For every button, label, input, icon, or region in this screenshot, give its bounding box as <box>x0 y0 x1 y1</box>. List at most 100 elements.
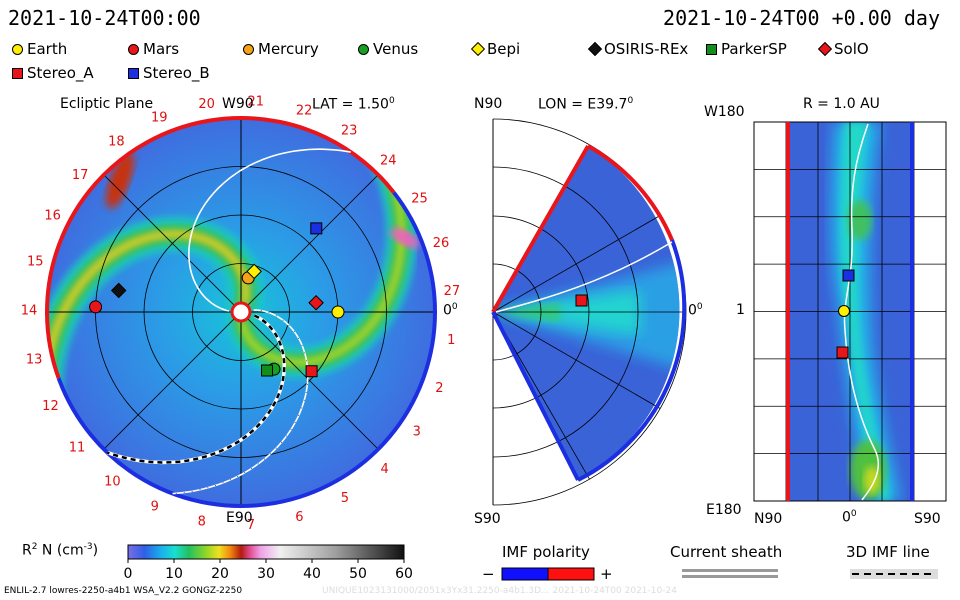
legend-label: Earth <box>27 40 68 58</box>
body-mars <box>89 300 103 314</box>
radial-x-right-label: S90 <box>914 511 941 527</box>
legend-label: Stereo_B <box>143 64 210 82</box>
right-timestamp: 2021-10-24T00 +0.00 day <box>663 6 940 30</box>
radial-mid-left-label: 1 <box>736 302 745 318</box>
legend-label: Mercury <box>258 40 319 58</box>
body-earth <box>331 305 345 319</box>
colorbar-tick-label: 50 <box>349 566 367 582</box>
sector-number: 26 <box>433 236 450 251</box>
ecliptic-bodies <box>89 222 345 378</box>
ecliptic-title: Ecliptic Plane <box>60 96 154 112</box>
colorbar-tick-label: 60 <box>395 566 413 582</box>
square-marker-icon <box>12 67 23 79</box>
meridional-bottom-label: S90 <box>474 511 501 527</box>
imf3d-title: 3D IMF line <box>846 543 930 561</box>
density-arm <box>47 230 250 506</box>
sector-number: 19 <box>151 110 168 125</box>
colorbar <box>127 544 405 560</box>
radial-x-left-label: N90 <box>754 511 783 527</box>
colorbar-tick-label: 10 <box>165 566 183 582</box>
body-bepi <box>246 263 262 280</box>
meridional-right-label: 00 <box>688 302 703 319</box>
legend-item-mercury: Mercury <box>243 40 319 58</box>
sector-number: 10 <box>104 475 121 490</box>
imf-plus-label: + <box>600 565 613 583</box>
meridional-rim-positive <box>587 144 674 241</box>
meridional-edge-top <box>491 145 590 313</box>
field-line-white <box>172 309 309 495</box>
legend-label: Venus <box>373 40 419 58</box>
sector-number: 25 <box>411 192 428 207</box>
ecliptic-right-label: 00 <box>443 302 458 319</box>
colorbar-tick-label: 40 <box>303 566 321 582</box>
radial-stereo-b-marker <box>842 269 855 282</box>
colorbar-tick-label: 20 <box>211 566 229 582</box>
meridional-spoke <box>492 311 661 409</box>
sector-number: 22 <box>296 104 313 119</box>
left-timestamp: 2021-10-24T00:00 <box>8 6 201 30</box>
legend-label: OSIRIS-REx <box>604 40 689 58</box>
ecliptic-field-lines <box>106 148 351 495</box>
imf-positive-swatch <box>547 567 595 581</box>
sun-marker <box>230 301 252 323</box>
sector-number: 11 <box>69 440 86 455</box>
footer-run-id: UNIQUE1023131000/2051x3Yx31.2250-a4b1.3D… <box>322 586 677 596</box>
radial-panel <box>753 121 947 502</box>
colorbar-ticks: 0 10 20 30 40 50 60 <box>124 559 413 582</box>
sector-number: 24 <box>380 153 397 168</box>
sector-number: 23 <box>341 124 358 139</box>
sector-number: 3 <box>413 425 421 440</box>
sector-number: 5 <box>341 491 349 506</box>
body-stereo-b <box>310 222 323 235</box>
square-marker-icon <box>706 43 717 55</box>
imf-polarity-title: IMF polarity <box>502 543 590 561</box>
body-parkersp <box>261 364 274 377</box>
sector-number: 1 <box>447 333 455 348</box>
ecliptic-polarity-rim <box>45 116 437 508</box>
legend-item-solo: SolO <box>817 40 869 58</box>
sector-number: 14 <box>21 304 38 319</box>
sector-number: 8 <box>198 514 206 529</box>
ecliptic-top-label: W90 <box>222 96 254 112</box>
sector-number: 13 <box>26 352 43 367</box>
legend-item-earth: Earth <box>12 40 67 58</box>
meridional-spoke <box>492 215 661 313</box>
meridional-density <box>493 260 680 372</box>
sector-number: 2 <box>435 381 443 396</box>
legend-item-mars: Mars <box>128 40 179 58</box>
meridional-rim-negative <box>577 239 687 482</box>
legend-label: Stereo_A <box>27 64 94 82</box>
sector-number: 18 <box>108 134 125 149</box>
sector-number: 15 <box>27 255 44 270</box>
imf-negative-swatch <box>501 567 549 581</box>
sector-number: 12 <box>42 399 59 414</box>
square-marker-icon <box>128 67 139 79</box>
sector-number: 20 <box>198 97 215 112</box>
current-sheath-title: Current sheath <box>670 543 783 561</box>
circle-marker-icon <box>128 43 139 55</box>
meridional-top-label: N90 <box>474 96 503 112</box>
legend-item-venus: Venus <box>358 40 418 58</box>
sector-number: 7 <box>247 518 255 533</box>
legend-label: SolO <box>834 40 869 58</box>
circle-marker-icon <box>243 43 254 55</box>
radial-x-mid-label: 00 <box>842 509 857 526</box>
field-line-white <box>188 148 351 312</box>
radial-top-left-label: W180 <box>704 104 745 120</box>
density-hotspot <box>106 151 134 209</box>
colorbar-label: R2 N (cm-3) <box>22 542 99 559</box>
ecliptic-lat-label: LAT = 1.500 <box>312 96 395 113</box>
body-solo <box>308 295 324 311</box>
legend-label: Mars <box>143 40 180 58</box>
legend-item-stereo-a: Stereo_A <box>12 64 94 82</box>
circle-marker-icon <box>358 43 369 55</box>
body-osiris-rex <box>110 282 127 299</box>
legend-item-bepi: Bepi <box>470 40 520 58</box>
sector-number: 21 <box>248 95 265 110</box>
circle-marker-icon <box>12 43 23 55</box>
radial-field-line <box>843 123 880 501</box>
meridional-field-line <box>495 241 673 313</box>
